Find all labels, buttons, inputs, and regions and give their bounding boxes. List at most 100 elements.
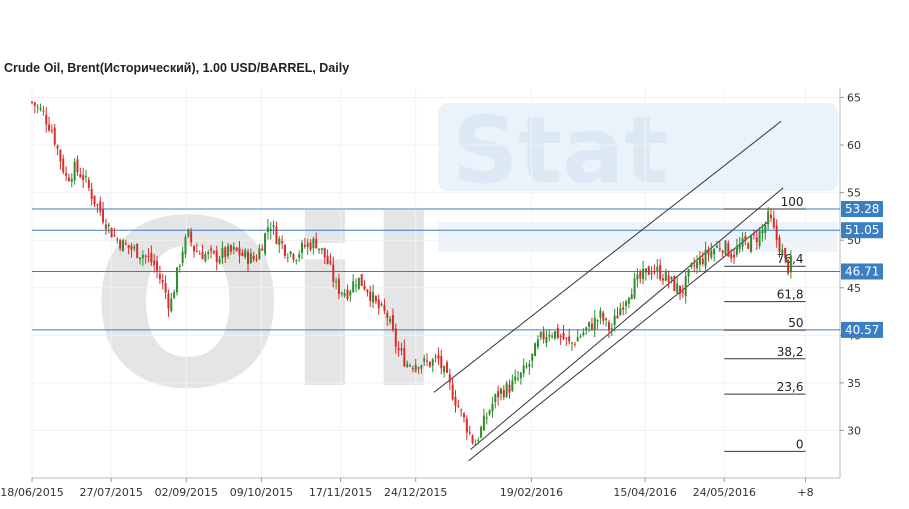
candle-body [690, 263, 693, 268]
chart-grid [31, 88, 840, 478]
candle-body [454, 396, 457, 406]
candle-body [664, 271, 667, 281]
candle-body [127, 244, 130, 248]
candle-body [269, 229, 272, 232]
candle-body [229, 245, 232, 252]
candle-body [428, 361, 431, 367]
candle-body [224, 247, 227, 257]
x-tick-label: 17/11/2015 [309, 486, 372, 499]
candle-body [517, 378, 520, 380]
candle-body [485, 417, 488, 419]
candle-body [761, 229, 764, 234]
candle-body [644, 268, 647, 273]
candle-body [278, 238, 281, 245]
candle-body [684, 275, 687, 297]
candle-body [565, 337, 568, 339]
y-tick-label: 45 [847, 282, 861, 295]
candle-body [434, 356, 437, 358]
candle-body [616, 315, 619, 319]
channel-line [433, 120, 782, 393]
y-tick-label: 60 [847, 139, 861, 152]
candle-body [232, 246, 235, 250]
candle-body [525, 365, 528, 368]
candle-body [187, 229, 190, 237]
candle-body [553, 331, 556, 339]
candle-body [141, 255, 144, 259]
candle-body [272, 225, 275, 228]
candle-body [372, 292, 375, 303]
candle-body [201, 251, 204, 260]
candle-body [85, 176, 88, 178]
candle-body [619, 308, 622, 316]
candle-body [605, 318, 608, 321]
candle-body [207, 251, 210, 255]
candle-body [329, 261, 332, 264]
candle-body [104, 224, 107, 229]
candle-body [747, 243, 750, 249]
candle-body [730, 253, 733, 259]
candle-body [588, 321, 591, 327]
candle-body [693, 265, 696, 267]
candle-body [175, 267, 178, 293]
candle-body [281, 241, 284, 244]
price-tag-label: 40.57 [845, 323, 879, 337]
y-tick-label: 30 [847, 424, 861, 437]
candle-body [147, 255, 150, 257]
candle-body [218, 258, 221, 264]
candle-body [647, 266, 650, 275]
watermark-stat-band [438, 103, 838, 191]
candle-body [337, 278, 340, 294]
price-tag-label: 46.71 [845, 264, 879, 278]
candle-body [556, 327, 559, 338]
candle-body [696, 261, 699, 269]
candle-body [65, 172, 68, 176]
candle-body [235, 247, 238, 251]
candle-body [548, 334, 551, 337]
x-tick-label: 27/07/2015 [79, 486, 142, 499]
candle-body [687, 269, 690, 277]
candle-body [514, 376, 517, 381]
candle-body [420, 365, 423, 369]
candle-body [733, 254, 736, 258]
candle-body [610, 328, 613, 330]
candle-body [79, 174, 82, 178]
candle-body [252, 255, 255, 260]
candle-body [286, 257, 289, 259]
candle-body [167, 293, 170, 309]
candle-body [528, 364, 531, 367]
candle-body [502, 389, 505, 398]
candle-body [551, 335, 554, 337]
candle-body [474, 444, 477, 446]
candle-body [204, 254, 207, 261]
candle-body [659, 265, 662, 280]
candle-body [67, 177, 70, 182]
candle-body [775, 226, 778, 240]
trend-channel [433, 120, 784, 462]
candle-body [508, 384, 511, 393]
candle-body [431, 359, 434, 366]
candle-body [505, 383, 508, 397]
candle-body [562, 332, 565, 340]
candle-body [323, 247, 326, 258]
candle-body [411, 368, 414, 370]
candle-body [198, 253, 201, 255]
candle-body [622, 307, 625, 310]
candle-body [437, 355, 440, 359]
fib-level-label: 61,8 [777, 288, 804, 302]
candle-body [559, 336, 562, 338]
x-tick-label: 15/04/2016 [613, 486, 676, 499]
candle-body [301, 242, 304, 253]
candle-body [360, 274, 363, 286]
candle-body [596, 320, 599, 322]
candle-body [727, 243, 730, 257]
candle-body [698, 257, 701, 265]
candle-body [377, 299, 380, 309]
candle-body [87, 179, 90, 188]
candle-body [33, 102, 36, 106]
x-tick-label: 02/09/2015 [155, 486, 218, 499]
candle-body [99, 201, 102, 212]
channel-line [468, 220, 770, 462]
candle-body [39, 107, 42, 110]
fib-level-label: 38,2 [777, 345, 804, 359]
